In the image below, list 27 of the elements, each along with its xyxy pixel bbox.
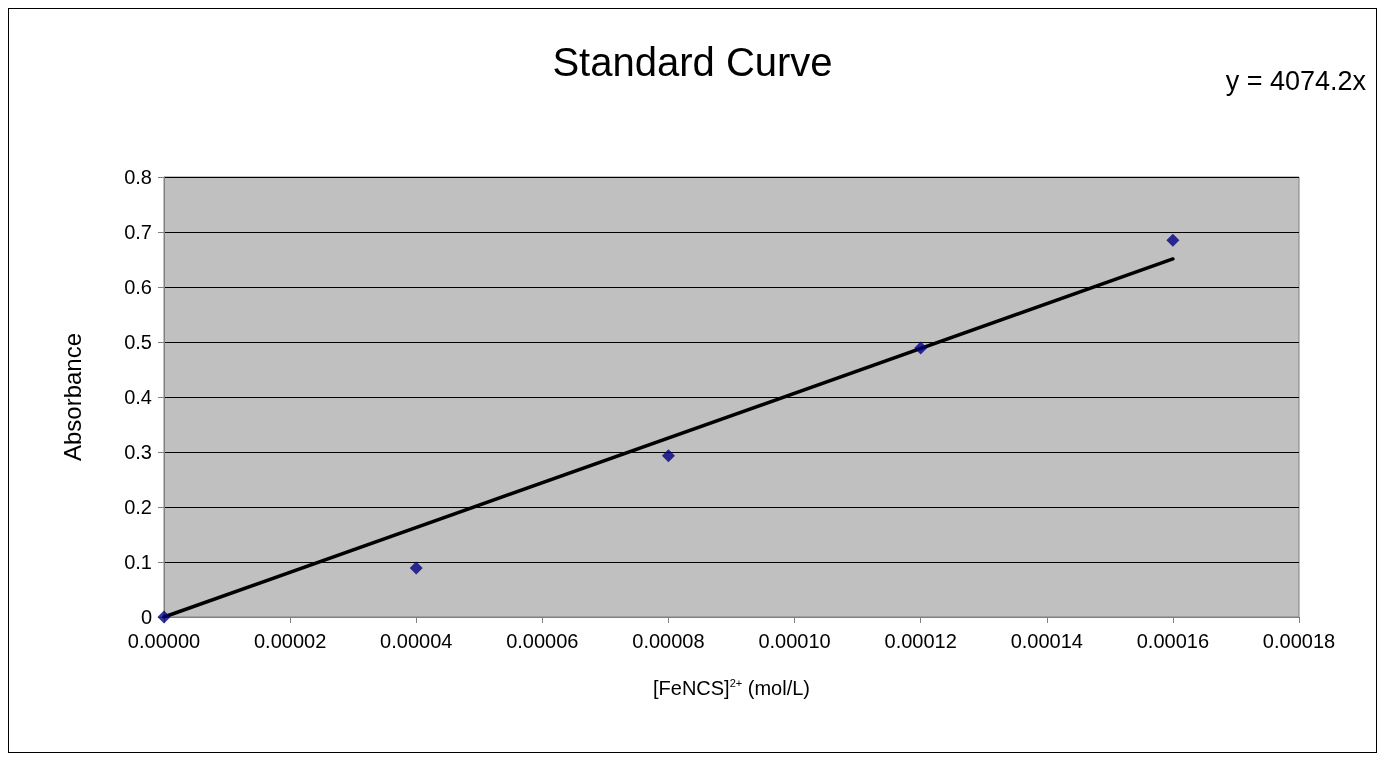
y-tick-label: 0.1 (124, 551, 152, 573)
x-tick-label: 0.00008 (632, 630, 705, 652)
x-tick-label: 0.00002 (253, 630, 327, 652)
point (914, 341, 928, 355)
y-tick-label: 0.5 (124, 331, 152, 353)
x-tick-label: 0.00010 (758, 630, 831, 652)
x-tick-label: 0.00012 (884, 630, 957, 652)
y-tick-label: 0.6 (124, 276, 152, 298)
point (409, 561, 423, 575)
x-tick-label: 0.00004 (380, 630, 453, 652)
point (157, 610, 171, 624)
y-axis-title: Absorbance (58, 332, 86, 462)
y-tick-label: 0.7 (124, 221, 152, 243)
y-tick-label: 0.8 (124, 166, 152, 188)
y-tick-label: 0.3 (124, 441, 152, 463)
text: y = 4074.2x (1225, 65, 1367, 96)
y-tick-label: 0.4 (124, 386, 152, 408)
chart-title: Standard Curve (552, 40, 833, 84)
x-tick-label: 0.00000 (127, 630, 201, 652)
y-tick-label: 0.2 (124, 496, 152, 518)
x-tick-label: 0.00014 (1010, 630, 1083, 652)
x-tick-label: 0.00016 (1136, 630, 1210, 652)
x-tick-label: 0.00018 (1262, 630, 1336, 652)
x-tick-label: 0.00006 (506, 630, 579, 652)
point (661, 449, 675, 463)
y-tick-label: 0 (140, 606, 152, 628)
point (1166, 233, 1180, 247)
